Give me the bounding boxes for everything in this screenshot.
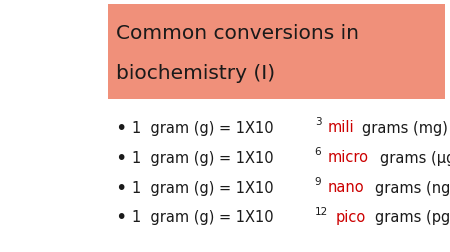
Text: 3: 3 [315,116,321,127]
Text: •: • [115,178,126,197]
Text: micro: micro [327,150,368,165]
Text: 9: 9 [315,176,321,186]
Text: 1  gram (g) = 1X10: 1 gram (g) = 1X10 [132,150,274,165]
Text: •: • [115,118,126,137]
Text: Common conversions in: Common conversions in [116,24,359,43]
Text: 1  gram (g) = 1X10: 1 gram (g) = 1X10 [132,180,274,195]
Text: mili: mili [327,120,354,135]
Text: 1  gram (g) = 1X10: 1 gram (g) = 1X10 [132,210,274,225]
Text: 6: 6 [315,146,321,156]
Text: nano: nano [327,180,364,195]
Text: 12: 12 [315,206,328,216]
Text: grams (pg): grams (pg) [375,210,450,225]
Text: grams (ng): grams (ng) [374,180,450,195]
Text: biochemistry (I): biochemistry (I) [116,64,275,83]
FancyBboxPatch shape [108,5,445,100]
Text: pico: pico [336,210,366,225]
Text: grams (mg): grams (mg) [362,120,447,135]
Text: 1  gram (g) = 1X10: 1 gram (g) = 1X10 [132,120,274,135]
Text: •: • [115,148,126,167]
Text: grams (μg): grams (μg) [380,150,450,165]
Text: •: • [115,208,126,227]
